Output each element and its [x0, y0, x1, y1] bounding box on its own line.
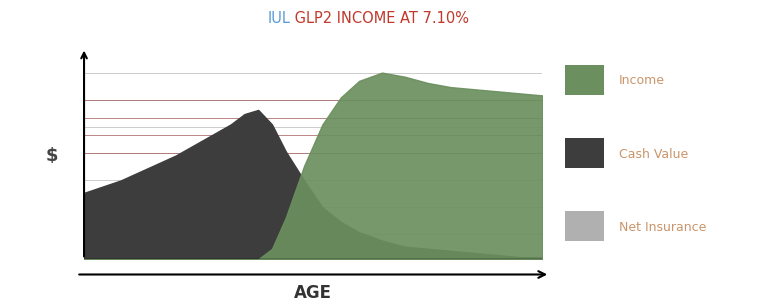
Text: $: $: [46, 146, 58, 165]
Bar: [565, 211, 604, 241]
Bar: [565, 65, 604, 95]
Text: AGE: AGE: [294, 284, 332, 302]
Text: GLP2 INCOME AT 7.10%: GLP2 INCOME AT 7.10%: [290, 11, 469, 26]
Text: Income: Income: [619, 74, 665, 87]
Text: Cash Value: Cash Value: [619, 148, 688, 160]
Text: Net Insurance: Net Insurance: [619, 221, 706, 234]
Bar: [565, 138, 604, 168]
Text: IUL: IUL: [267, 11, 290, 26]
